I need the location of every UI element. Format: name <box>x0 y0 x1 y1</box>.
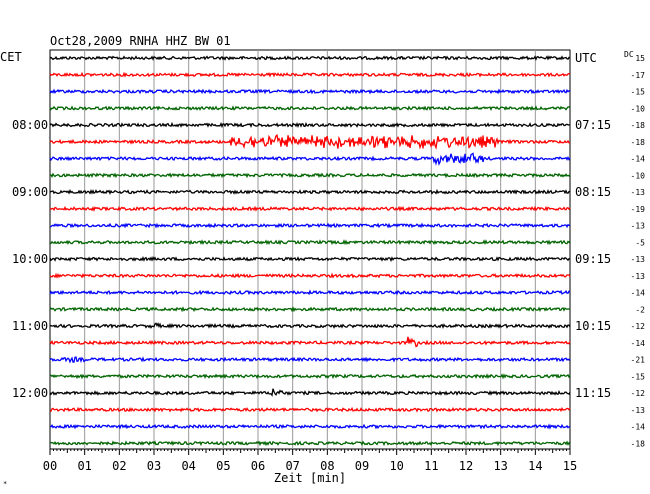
trace-line <box>49 71 571 78</box>
trace-line <box>49 356 571 364</box>
trace-line <box>49 306 571 313</box>
dc-offset-label: -5 <box>635 238 645 247</box>
trace-line <box>49 152 571 166</box>
trace-line <box>49 373 571 380</box>
cet-time-label: 10:00 <box>12 252 48 266</box>
x-tick-label: 15 <box>563 459 577 473</box>
cet-time-label: 12:00 <box>12 386 48 400</box>
dc-offset-label: -12 <box>631 322 646 331</box>
trace-line <box>49 88 571 95</box>
dc-offset-label: -13 <box>631 222 646 231</box>
x-tick-label: 11 <box>424 459 438 473</box>
x-tick-label: 02 <box>112 459 126 473</box>
chart-title: Oct28,2009 RNHA HHZ BW 01 <box>50 34 231 48</box>
x-tick-label: 05 <box>216 459 230 473</box>
axis-labels: 00 01 02 03 04 05 06 07 08 09 10 11 12 13 14 15 08:00 09:… <box>3 51 645 488</box>
trace-line <box>49 239 571 246</box>
cet-time-label: 08:00 <box>12 118 48 132</box>
x-tick-label: 10 <box>389 459 403 473</box>
trace-line <box>49 205 571 212</box>
utc-time-label: 09:15 <box>575 252 611 266</box>
dc-offset-label: -14 <box>631 289 646 298</box>
cet-header: CET <box>0 50 22 64</box>
x-tick-label: 09 <box>355 459 369 473</box>
cet-time-label: 11:00 <box>12 319 48 333</box>
trace-line <box>49 289 571 296</box>
dc-offset-label: -2 <box>635 305 645 314</box>
trace-line <box>50 222 571 229</box>
cet-time-label: 09:00 <box>12 185 48 199</box>
x-tick-label: 13 <box>493 459 507 473</box>
dc-offset-label: -14 <box>631 339 646 348</box>
dc-offset-label: -17 <box>631 71 646 80</box>
trace-line <box>49 121 571 129</box>
plot-frame <box>49 49 571 450</box>
dc-offset-label: -12 <box>631 389 646 398</box>
dc-offset-label: -15 <box>631 372 646 381</box>
trace-line <box>49 105 571 112</box>
utc-time-label: 08:15 <box>575 185 611 199</box>
plot-grid <box>49 49 571 455</box>
trace-line <box>49 172 571 179</box>
utc-time-label: 11:15 <box>575 386 611 400</box>
x-tick-label: 07 <box>285 459 299 473</box>
dc-offset-label: -18 <box>631 439 646 448</box>
trace-line <box>49 388 571 397</box>
x-tick-label: 14 <box>528 459 542 473</box>
trace-line <box>49 322 571 329</box>
trace-line <box>49 440 571 447</box>
dc-header: DC <box>624 50 634 59</box>
seismogram-traces <box>49 55 571 447</box>
dc-offset-label: 15 <box>635 54 645 63</box>
x-tick-label: 03 <box>147 459 161 473</box>
x-axis-label: Zeit [min] <box>274 471 346 485</box>
trace-line <box>49 55 571 61</box>
utc-time-label: UTC <box>575 51 597 65</box>
dc-offset-label: -15 <box>631 88 646 97</box>
trace-line <box>49 423 571 430</box>
dc-offset-label: -18 <box>631 121 646 130</box>
dc-offset-label: -21 <box>631 356 646 365</box>
trace-line <box>49 336 571 348</box>
dc-offset-label: -10 <box>631 171 646 180</box>
dc-offset-label: -13 <box>631 255 646 264</box>
trace-line <box>49 255 571 263</box>
trace-line <box>49 188 571 195</box>
trace-line <box>49 133 571 150</box>
corner-marker: * <box>3 480 7 488</box>
dc-offset-label: -18 <box>631 138 646 147</box>
dc-offset-label: -13 <box>631 272 646 281</box>
dc-offset-label: -10 <box>631 104 646 113</box>
dc-offset-label: -13 <box>631 188 646 197</box>
x-tick-label: 04 <box>181 459 195 473</box>
dc-offset-label: -14 <box>631 155 646 164</box>
trace-line <box>49 272 571 279</box>
x-tick-label: 08 <box>320 459 334 473</box>
dc-offset-label: -13 <box>631 406 646 415</box>
x-tick-label: 12 <box>459 459 473 473</box>
x-tick-label: 01 <box>77 459 91 473</box>
dc-offset-label: -14 <box>631 423 646 432</box>
dc-offset-label: -19 <box>631 205 646 214</box>
x-tick-label: 06 <box>251 459 265 473</box>
utc-time-label: 10:15 <box>575 319 611 333</box>
x-tick-label: 00 <box>43 459 57 473</box>
trace-line <box>49 406 571 413</box>
utc-time-label: 07:15 <box>575 118 611 132</box>
